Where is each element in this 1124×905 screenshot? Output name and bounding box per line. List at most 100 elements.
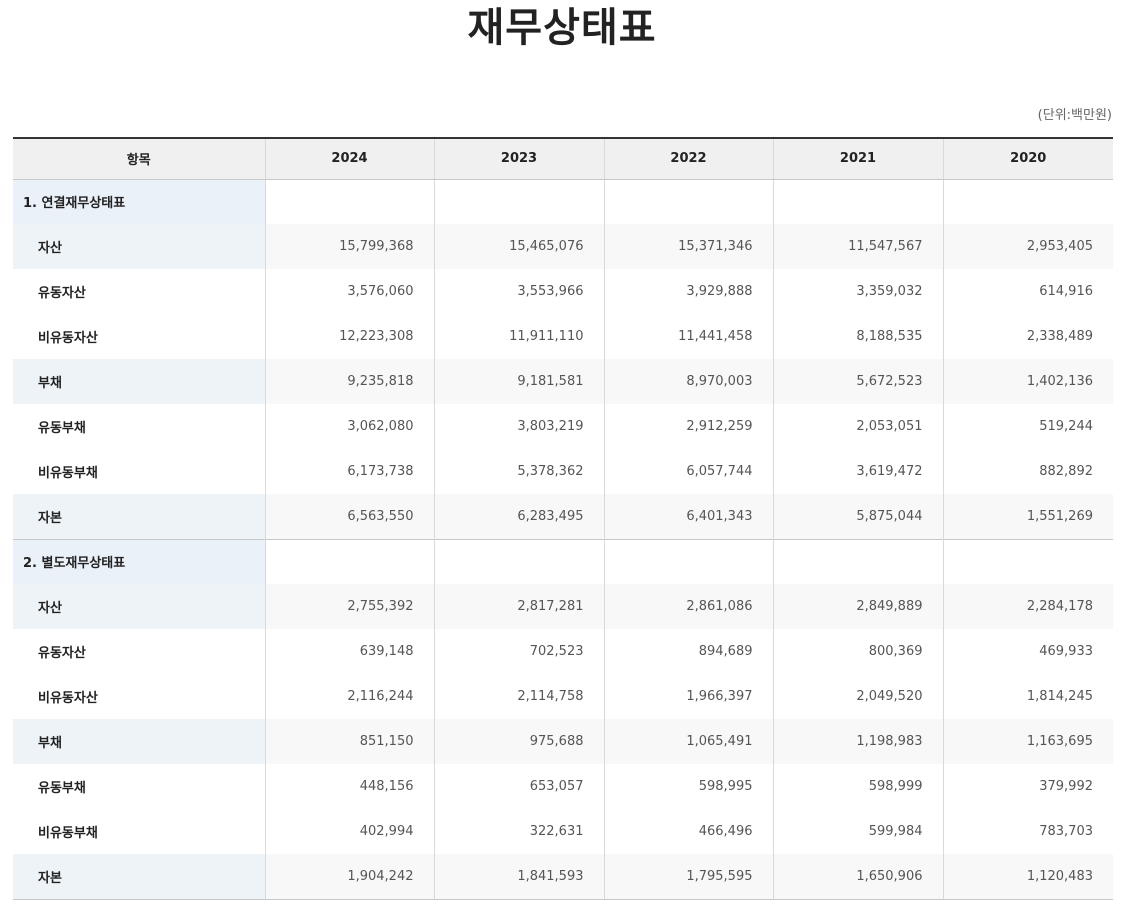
table-row: 부채 851,150 975,688 1,065,491 1,198,983 1,163,…	[13, 719, 1113, 764]
value-cell: 1,163,695	[942, 719, 1113, 764]
value-cell: 2,861,086	[603, 584, 773, 629]
section-title: 2. 별도재무상태표	[13, 538, 265, 584]
value-cell: 6,173,738	[264, 449, 434, 494]
column-header-2021: 2021	[772, 137, 943, 180]
value-cell: 6,401,343	[603, 494, 773, 539]
value-cell: 783,703	[942, 809, 1113, 854]
value-cell: 11,441,458	[603, 314, 773, 359]
table-row: 비유동부채 402,994 322,631 466,496 599,984 783,703	[13, 809, 1113, 854]
value-cell: 882,892	[942, 449, 1113, 494]
empty-cell	[942, 538, 1113, 584]
table-row: 자산 2,755,392 2,817,281 2,861,086 2,849,889 2,…	[13, 584, 1113, 629]
column-header-2023: 2023	[433, 137, 604, 180]
section-title: 1. 연결재무상태표	[13, 179, 265, 224]
table-row: 유동부채 3,062,080 3,803,219 2,912,259 2,053,051…	[13, 404, 1113, 449]
value-cell: 519,244	[942, 404, 1113, 449]
value-cell: 2,116,244	[264, 674, 434, 719]
unit-note: (단위:백만원)	[1037, 108, 1112, 123]
value-cell: 599,984	[772, 809, 943, 854]
value-cell: 2,755,392	[264, 584, 434, 629]
row-label: 유동부채	[38, 421, 86, 436]
value-cell: 402,994	[264, 809, 434, 854]
value-cell: 1,065,491	[603, 719, 773, 764]
value-cell: 5,875,044	[772, 494, 943, 539]
value-cell: 2,953,405	[942, 224, 1113, 269]
value-cell: 379,992	[942, 764, 1113, 809]
value-cell: 1,966,397	[603, 674, 773, 719]
column-header-2022: 2022	[603, 137, 773, 180]
row-label: 유동자산	[38, 286, 86, 301]
value-cell: 653,057	[433, 764, 604, 809]
value-cell: 322,631	[433, 809, 604, 854]
value-cell: 894,689	[603, 629, 773, 674]
value-cell: 5,672,523	[772, 359, 943, 404]
value-cell: 5,378,362	[433, 449, 604, 494]
section-header-row: 2. 별도재무상태표	[13, 538, 1113, 584]
value-cell: 2,114,758	[433, 674, 604, 719]
empty-cell	[603, 538, 773, 584]
value-cell: 1,904,242	[264, 854, 434, 900]
value-cell: 1,120,483	[942, 854, 1113, 900]
value-cell: 6,283,495	[433, 494, 604, 539]
table-row: 비유동자산 2,116,244 2,114,758 1,966,397 2,049,52…	[13, 674, 1113, 719]
value-cell: 614,916	[942, 269, 1113, 314]
value-cell: 448,156	[264, 764, 434, 809]
value-cell: 1,814,245	[942, 674, 1113, 719]
row-label: 유동부채	[38, 781, 86, 796]
empty-cell	[264, 179, 434, 224]
value-cell: 3,803,219	[433, 404, 604, 449]
value-cell: 3,576,060	[264, 269, 434, 314]
empty-cell	[772, 538, 943, 584]
value-cell: 9,181,581	[433, 359, 604, 404]
empty-cell	[603, 179, 773, 224]
row-label: 유동자산	[38, 646, 86, 661]
value-cell: 9,235,818	[264, 359, 434, 404]
value-cell: 3,929,888	[603, 269, 773, 314]
empty-cell	[772, 179, 943, 224]
value-cell: 1,551,269	[942, 494, 1113, 539]
table-body: 1. 연결재무상태표 자산 15,799,368 15,465,076 15,371,3…	[13, 179, 1113, 900]
table-row: 비유동부채 6,173,738 5,378,362 6,057,744 3,619,47…	[13, 449, 1113, 494]
value-cell: 6,057,744	[603, 449, 773, 494]
value-cell: 975,688	[433, 719, 604, 764]
empty-cell	[264, 538, 434, 584]
value-cell: 11,547,567	[772, 224, 943, 269]
value-cell: 3,553,966	[433, 269, 604, 314]
value-cell: 8,188,535	[772, 314, 943, 359]
value-cell: 466,496	[603, 809, 773, 854]
value-cell: 8,970,003	[603, 359, 773, 404]
value-cell: 2,049,520	[772, 674, 943, 719]
column-header-2020: 2020	[942, 137, 1113, 180]
value-cell: 2,817,281	[433, 584, 604, 629]
value-cell: 2,912,259	[603, 404, 773, 449]
table-row: 부채 9,235,818 9,181,581 8,970,003 5,672,523 1,…	[13, 359, 1113, 404]
row-label: 자본	[13, 494, 265, 539]
value-cell: 2,053,051	[772, 404, 943, 449]
value-cell: 800,369	[772, 629, 943, 674]
value-cell: 702,523	[433, 629, 604, 674]
value-cell: 598,995	[603, 764, 773, 809]
row-label: 비유동자산	[38, 691, 98, 706]
row-label: 부채	[13, 719, 265, 764]
row-label: 비유동부채	[38, 466, 98, 481]
value-cell: 1,795,595	[603, 854, 773, 900]
page-title: 재무상태표	[467, 5, 657, 51]
row-label: 부채	[13, 359, 265, 404]
balance-sheet-table: 항목 2024 2023 2022 2021 2020 1. 연결재무상태표 자산…	[13, 137, 1113, 900]
value-cell: 15,799,368	[264, 224, 434, 269]
column-header-item: 항목	[13, 137, 265, 180]
value-cell: 15,371,346	[603, 224, 773, 269]
empty-cell	[942, 179, 1113, 224]
value-cell: 11,911,110	[433, 314, 604, 359]
table-row: 유동자산 639,148 702,523 894,689 800,369 469,933	[13, 629, 1113, 674]
value-cell: 1,650,906	[772, 854, 943, 900]
column-header-2024: 2024	[264, 137, 434, 180]
value-cell: 3,619,472	[772, 449, 943, 494]
value-cell: 15,465,076	[433, 224, 604, 269]
table-row: 유동부채 448,156 653,057 598,995 598,999 379,992	[13, 764, 1113, 809]
value-cell: 2,284,178	[942, 584, 1113, 629]
value-cell: 1,841,593	[433, 854, 604, 900]
row-label: 비유동부채	[38, 826, 98, 841]
empty-cell	[433, 538, 604, 584]
